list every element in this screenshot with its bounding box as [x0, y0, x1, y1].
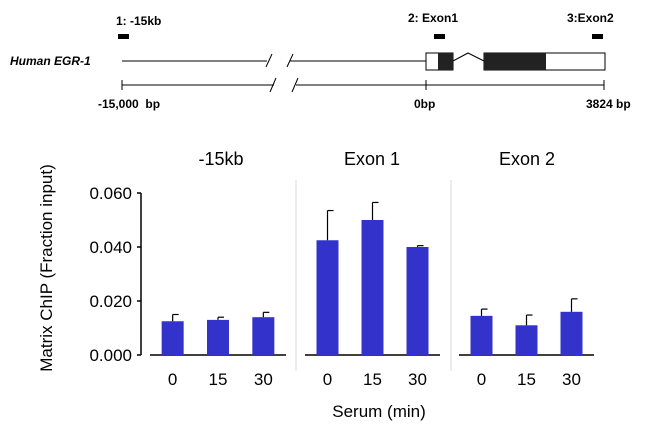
bar: [406, 247, 429, 355]
site-marker-3: [592, 34, 603, 39]
y-tick-label: 0.020: [89, 292, 132, 311]
site-marker-2: [434, 34, 445, 39]
x-tick-label: 15: [363, 370, 382, 389]
scale-label-left: -15,000 bp: [98, 97, 160, 111]
exon2-coding: [484, 53, 546, 70]
x-tick-label: 0: [323, 370, 332, 389]
bar-chart: Matrix ChIP (Fraction input) Serum (min)…: [37, 149, 594, 421]
x-tick-label: 30: [562, 370, 581, 389]
site-label-2: 2: Exon1: [408, 11, 458, 25]
x-tick-label: 30: [254, 370, 273, 389]
scale-label-middle: 0bp: [414, 97, 435, 111]
x-tick-label: 15: [517, 370, 536, 389]
x-tick-label: 0: [168, 370, 177, 389]
gene-line-break-1: [265, 53, 273, 68]
y-tick-label: 0.060: [89, 184, 132, 203]
bar: [316, 240, 339, 355]
panel-title: Exon 2: [499, 149, 555, 169]
scale-label-right: 3824 bp: [586, 97, 631, 111]
bar: [361, 220, 384, 355]
exon1-coding: [438, 53, 453, 70]
panel-3: Exon 2 0 15 30: [459, 149, 594, 389]
gene-name: Human EGR-1: [10, 54, 91, 68]
locus-map: 1: -15kb 2: Exon1 3:Exon2 Human EGR-1 -1…: [10, 11, 631, 111]
scale-line-break-1: [269, 77, 277, 93]
y-tick-label: 0.040: [89, 238, 132, 257]
scale-line-break-2: [291, 77, 299, 93]
bar: [515, 325, 538, 355]
panel-title: -15kb: [198, 149, 243, 169]
panel-2: Exon 1 0 15 30: [305, 149, 440, 389]
x-tick-label: 0: [477, 370, 486, 389]
y-ticks: 0.000 0.020 0.040 0.060: [89, 184, 132, 365]
bar: [161, 321, 184, 355]
x-tick-label: 15: [209, 370, 228, 389]
panel-1: -15kb 0 15 30: [150, 149, 286, 389]
y-tick-label: 0.000: [89, 346, 132, 365]
site-label-1: 1: -15kb: [116, 14, 161, 28]
bar: [470, 315, 493, 355]
intron-line: [452, 52, 485, 62]
x-tick-label: 30: [408, 370, 427, 389]
x-axis-label: Serum (min): [332, 402, 426, 421]
panel-title: Exon 1: [344, 149, 400, 169]
chart-panels: -15kb 0 15 30 Exon 1 0 15 30 Exon 2 0 15 30: [137, 149, 594, 389]
site-label-3: 3:Exon2: [567, 11, 614, 25]
bar: [207, 319, 229, 355]
bar: [560, 311, 583, 355]
y-axis-label: Matrix ChIP (Fraction input): [37, 164, 56, 372]
bar: [252, 317, 275, 355]
site-marker-1: [118, 34, 129, 39]
